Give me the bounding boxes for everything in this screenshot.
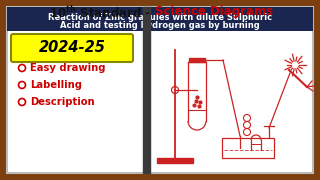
Text: Labelling: Labelling [30, 80, 82, 90]
Text: Science Diagrams: Science Diagrams [155, 5, 273, 18]
Text: $\mathbf{10^{th}}$ Standard -: $\mathbf{10^{th}}$ Standard - [49, 5, 151, 21]
Bar [222, 138, 274, 158]
Bar [147, 7, 150, 173]
Bar [157, 158, 193, 163]
Text: Acid and testing hydrogen gas by burning: Acid and testing hydrogen gas by burning [60, 21, 260, 30]
Bar [189, 58, 205, 62]
FancyBboxPatch shape [11, 34, 133, 62]
Bar [143, 7, 146, 173]
Text: Description: Description [30, 97, 95, 107]
Text: Easy drawing: Easy drawing [30, 63, 106, 73]
Text: Reaction of Zinc granules with dilute Sulphuric: Reaction of Zinc granules with dilute Su… [48, 13, 272, 22]
Bar [7, 7, 313, 31]
Text: 2024-25: 2024-25 [39, 39, 105, 55]
